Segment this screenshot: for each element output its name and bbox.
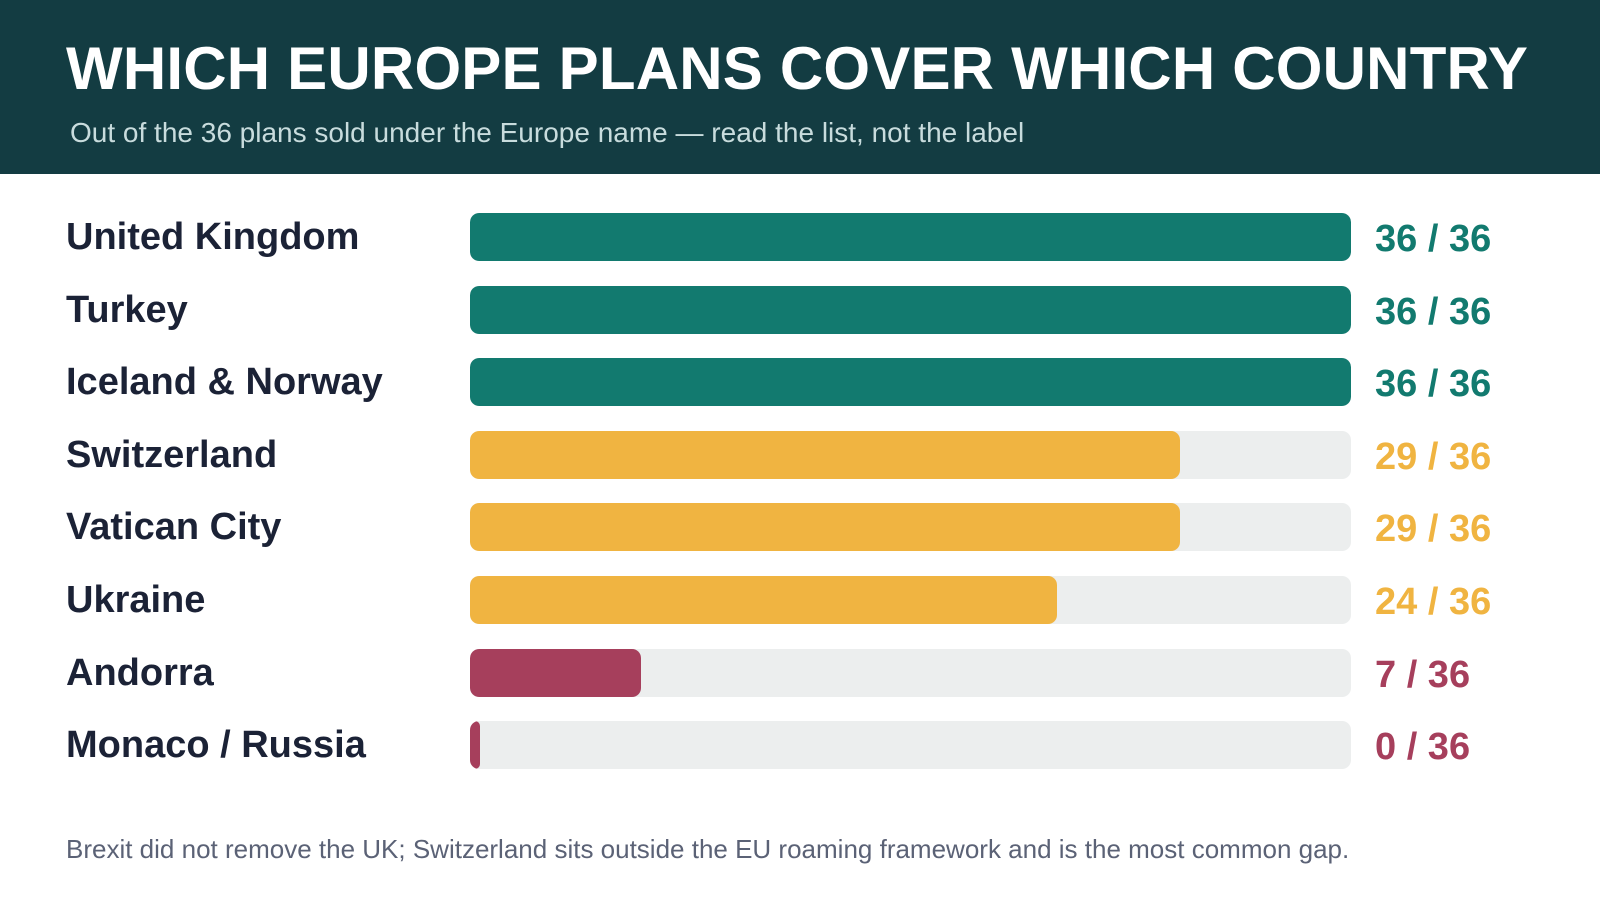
category-label: Vatican City bbox=[66, 506, 282, 549]
value-label: 36 / 36 bbox=[1375, 363, 1492, 406]
value-label: 36 / 36 bbox=[1375, 290, 1492, 333]
value-label: 0 / 36 bbox=[1375, 726, 1471, 769]
category-label: Ukraine bbox=[66, 579, 206, 621]
category-label: Monaco / Russia bbox=[66, 724, 366, 767]
bar-track bbox=[470, 213, 1351, 261]
bar-track bbox=[470, 285, 1351, 334]
bar-row-iceland-norway: Iceland & Norway 36 / 36 bbox=[0, 358, 1600, 407]
bar-track bbox=[470, 503, 1351, 552]
value-label: 24 / 36 bbox=[1375, 581, 1492, 623]
value-label: 7 / 36 bbox=[1375, 653, 1471, 696]
category-label: Switzerland bbox=[66, 433, 278, 476]
header-banner: WHICH EUROPE PLANS COVER WHICH COUNTRY O… bbox=[0, 0, 1600, 174]
category-label: Turkey bbox=[66, 288, 188, 331]
value-label: 36 / 36 bbox=[1375, 218, 1492, 260]
bar-row-ukraine: Ukraine 24 / 36 bbox=[0, 576, 1600, 624]
bar-track bbox=[470, 721, 1351, 770]
bar-ukraine bbox=[470, 576, 1058, 624]
bar-track bbox=[470, 576, 1351, 624]
bar-row-turkey: Turkey 36 / 36 bbox=[0, 285, 1600, 334]
bar-united-kingdom bbox=[470, 213, 1351, 261]
bar-track bbox=[470, 430, 1351, 479]
chart-title: WHICH EUROPE PLANS COVER WHICH COUNTRY bbox=[66, 35, 1529, 102]
category-label: Andorra bbox=[66, 651, 214, 694]
bar-track bbox=[470, 648, 1351, 697]
bar-iceland-norway bbox=[470, 358, 1351, 407]
footnote: Brexit did not remove the UK; Switzerlan… bbox=[66, 834, 1350, 864]
bar-track bbox=[470, 358, 1351, 407]
bar-row-monaco-russia: Monaco / Russia 0 / 36 bbox=[0, 721, 1600, 770]
bar-vatican-city bbox=[470, 503, 1180, 552]
category-label: Iceland & Norway bbox=[66, 361, 383, 404]
value-label: 29 / 36 bbox=[1375, 508, 1492, 551]
category-label: United Kingdom bbox=[66, 216, 360, 258]
bar-monaco-russia bbox=[470, 721, 480, 770]
bar-row-united-kingdom: United Kingdom 36 / 36 bbox=[0, 213, 1600, 261]
bar-switzerland bbox=[470, 430, 1180, 479]
bar-row-andorra: Andorra 7 / 36 bbox=[0, 648, 1600, 697]
bar-chart: United Kingdom 36 / 36 Turkey 36 / 36 Icelan… bbox=[0, 174, 1600, 804]
bar-andorra bbox=[470, 648, 642, 697]
bar-row-vatican-city: Vatican City 29 / 36 bbox=[0, 503, 1600, 552]
value-label: 29 / 36 bbox=[1375, 435, 1492, 478]
bar-turkey bbox=[470, 285, 1351, 334]
chart-subtitle: Out of the 36 plans sold under the Europ… bbox=[70, 117, 1025, 148]
bar-row-switzerland: Switzerland 29 / 36 bbox=[0, 430, 1600, 479]
